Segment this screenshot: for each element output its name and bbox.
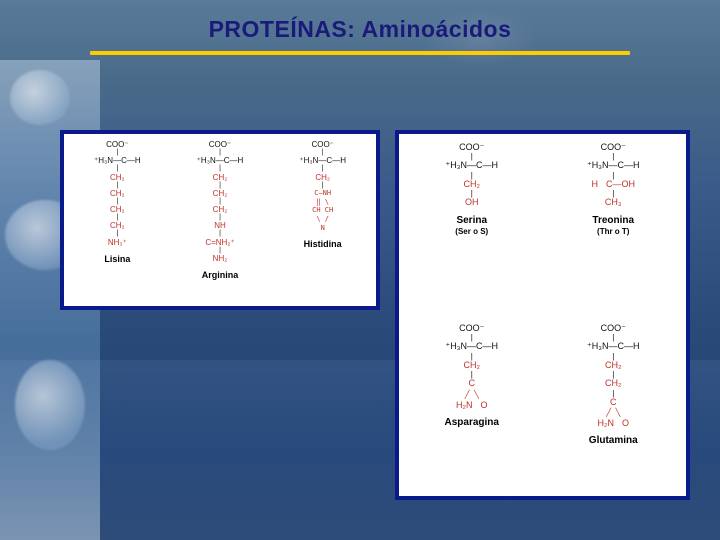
amino-acid-treonina: COO⁻ | ⁺H₃N—C—H | H C—OH | CH₃ Treonina … — [543, 142, 685, 313]
slide-title-bar: PROTEÍNAS: Aminoácidos — [0, 16, 720, 55]
amino-acid-asparagina: COO⁻ | ⁺H₃N—C—H | CH₂ | C ╱ ╲ H₂N O Aspa… — [401, 323, 543, 494]
amino-acid-lisina: COO⁻ | ⁺H₃N—C—H | CH₂ | CH₂ | CH₂ | CH₂ … — [66, 140, 169, 304]
amino-acid-histidina: COO⁻ | ⁺H₃N—C—H | CH₂ | C—NH ‖ \ CH CH \… — [271, 140, 374, 304]
slide-title: PROTEÍNAS: Aminoácidos — [0, 16, 720, 43]
title-underline — [90, 51, 630, 55]
aa-name: Lisina — [104, 254, 130, 265]
amino-acid-glutamina: COO⁻ | ⁺H₃N—C—H | CH₂ | CH₂ | C ╱ ╲ H₂N … — [543, 323, 685, 494]
amino-acid-panel-basic: COO⁻ | ⁺H₃N—C—H | CH₂ | CH₂ | CH₂ | CH₂ … — [60, 130, 380, 310]
amino-acid-panel-polar: COO⁻ | ⁺H₃N—C—H | CH₂ | OH Serina (Ser o… — [395, 130, 690, 500]
amino-acid-arginina: COO⁻ | ⁺H₃N—C—H | CH₂ | CH₂ | CH₂ | NH |… — [169, 140, 272, 304]
amino-acid-serina: COO⁻ | ⁺H₃N—C—H | CH₂ | OH Serina (Ser o… — [401, 142, 543, 313]
